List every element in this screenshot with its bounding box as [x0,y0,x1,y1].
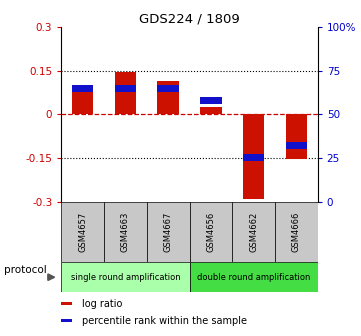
Bar [200,97,222,104]
Bar [72,85,93,91]
Bar [104,202,147,262]
Text: GSM4663: GSM4663 [121,212,130,252]
Bar [243,155,264,161]
Text: GSM4662: GSM4662 [249,212,258,252]
Bar [61,262,190,292]
Bar [72,91,93,114]
Text: GSM4667: GSM4667 [164,212,173,252]
Bar [61,319,72,322]
Bar [232,202,275,262]
Text: double round amplification: double round amplification [197,273,310,282]
Bar [61,302,72,305]
Bar [190,202,232,262]
Text: GSM4656: GSM4656 [206,212,216,252]
Bar [286,142,307,149]
Bar [190,262,318,292]
Text: GSM4657: GSM4657 [78,212,87,252]
Bar [115,85,136,91]
Text: log ratio: log ratio [82,299,122,308]
Text: percentile rank within the sample: percentile rank within the sample [82,316,247,326]
Bar [243,114,264,199]
Bar [286,114,307,159]
Bar [275,202,318,262]
Bar [147,202,190,262]
Text: protocol: protocol [4,265,46,276]
Bar [157,81,179,114]
Title: GDS224 / 1809: GDS224 / 1809 [139,13,240,26]
Bar [157,85,179,91]
Bar [61,202,104,262]
Text: GSM4666: GSM4666 [292,212,301,252]
Text: single round amplification: single round amplification [71,273,180,282]
Bar [115,72,136,114]
Bar [200,107,222,114]
